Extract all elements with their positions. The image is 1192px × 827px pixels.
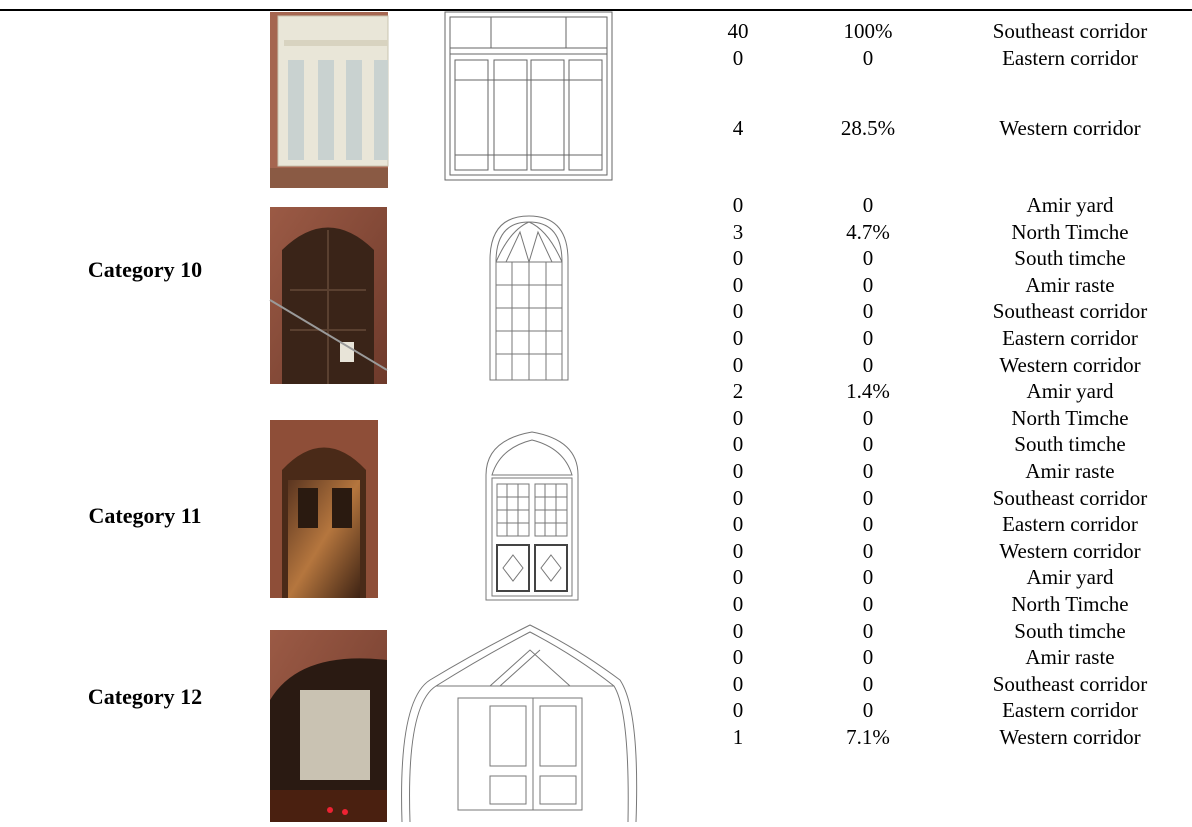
category-label: Category 11 — [88, 503, 202, 528]
location-cell: North Timche — [1011, 405, 1129, 430]
location-cell: Amir yard — [1026, 379, 1114, 404]
location-cell: Amir yard — [1026, 193, 1114, 217]
count-cell: 3 — [732, 219, 744, 244]
count-cell: 4 — [732, 116, 744, 140]
percent-cell: 0 — [862, 272, 874, 297]
count-cell: 0 — [732, 272, 744, 297]
location-cell: Western corridor — [999, 352, 1141, 377]
location-cell: Western corridor — [999, 538, 1141, 563]
count-cell: 0 — [732, 645, 744, 670]
location-cell: Amir raste — [1025, 459, 1115, 483]
drawing — [444, 11, 613, 181]
drawing — [489, 215, 569, 381]
count-cell: 0 — [732, 432, 744, 457]
percent-cell: 28.5% — [840, 116, 896, 140]
percent-cell: 0 — [862, 698, 874, 723]
percent-cell: 0 — [862, 459, 874, 483]
percent-cell: 0 — [862, 485, 874, 510]
percent-cell: 0 — [862, 671, 874, 696]
count-cell: 2 — [732, 379, 744, 404]
count-cell: 1 — [732, 725, 744, 749]
location-cell: Eastern corridor — [1002, 698, 1138, 723]
location-cell: Western corridor — [999, 725, 1141, 749]
count-cell: 0 — [732, 193, 744, 217]
count-cell: 0 — [732, 671, 744, 696]
location-cell: Eastern corridor — [1002, 326, 1138, 350]
count-cell: 0 — [732, 326, 744, 350]
percent-cell: 0 — [862, 618, 874, 643]
drawing — [485, 431, 579, 601]
percent-cell: 0 — [862, 326, 874, 350]
count-cell: 0 — [732, 618, 744, 643]
count-cell: 0 — [732, 299, 744, 324]
percent-cell: 0 — [862, 405, 874, 430]
percent-cell: 0 — [862, 538, 874, 563]
location-cell: South timche — [1014, 618, 1126, 643]
location-cell: Eastern corridor — [1002, 512, 1138, 537]
count-cell: 0 — [732, 405, 744, 430]
percent-cell: 0 — [862, 352, 874, 377]
count-cell: 0 — [732, 512, 744, 537]
count-cell: 0 — [732, 459, 744, 483]
percent-cell: 1.4% — [846, 379, 890, 404]
percent-cell: 0 — [862, 432, 874, 457]
count-cell: 40 — [727, 19, 749, 43]
category-label: Category 12 — [87, 684, 203, 709]
location-cell: Eastern corridor — [1002, 46, 1138, 70]
count-cell: 0 — [732, 592, 744, 616]
percent-cell: 0 — [862, 512, 874, 537]
count-cell: 0 — [732, 46, 744, 70]
count-cell: 0 — [732, 485, 744, 510]
percent-cell: 7.1% — [846, 725, 890, 749]
count-cell: 0 — [732, 698, 744, 723]
percent-cell: 0 — [862, 193, 874, 217]
percent-cell: 0 — [862, 645, 874, 670]
location-cell: North Timche — [1011, 219, 1129, 244]
location-cell: Western corridor — [999, 116, 1141, 140]
category-label: Category 10 — [87, 257, 203, 282]
location-cell: Southeast corridor — [992, 299, 1148, 324]
location-cell: Southeast corridor — [992, 19, 1148, 43]
percent-cell: 100% — [843, 19, 893, 43]
percent-cell: 4.7% — [846, 219, 890, 244]
percent-cell: 0 — [862, 46, 874, 70]
photo — [270, 630, 387, 822]
photo — [269, 207, 388, 384]
count-cell: 0 — [732, 352, 744, 377]
percent-cell: 0 — [862, 565, 874, 590]
location-cell: Southeast corridor — [992, 671, 1148, 696]
location-cell: Amir yard — [1026, 565, 1114, 590]
percent-cell: 0 — [862, 592, 874, 616]
location-cell: Southeast corridor — [992, 485, 1148, 510]
percent-cell: 0 — [862, 246, 874, 271]
count-cell: 0 — [732, 246, 744, 271]
count-cell: 0 — [732, 538, 744, 563]
location-cell: South timche — [1014, 246, 1126, 271]
count-cell: 0 — [732, 565, 744, 590]
location-cell: Amir raste — [1025, 272, 1115, 297]
percent-cell: 0 — [862, 299, 874, 324]
location-cell: South timche — [1014, 432, 1126, 457]
photo — [270, 420, 378, 598]
location-cell: Amir raste — [1025, 645, 1115, 670]
drawing — [401, 624, 638, 823]
location-cell: North Timche — [1011, 592, 1129, 616]
photo — [270, 12, 389, 188]
